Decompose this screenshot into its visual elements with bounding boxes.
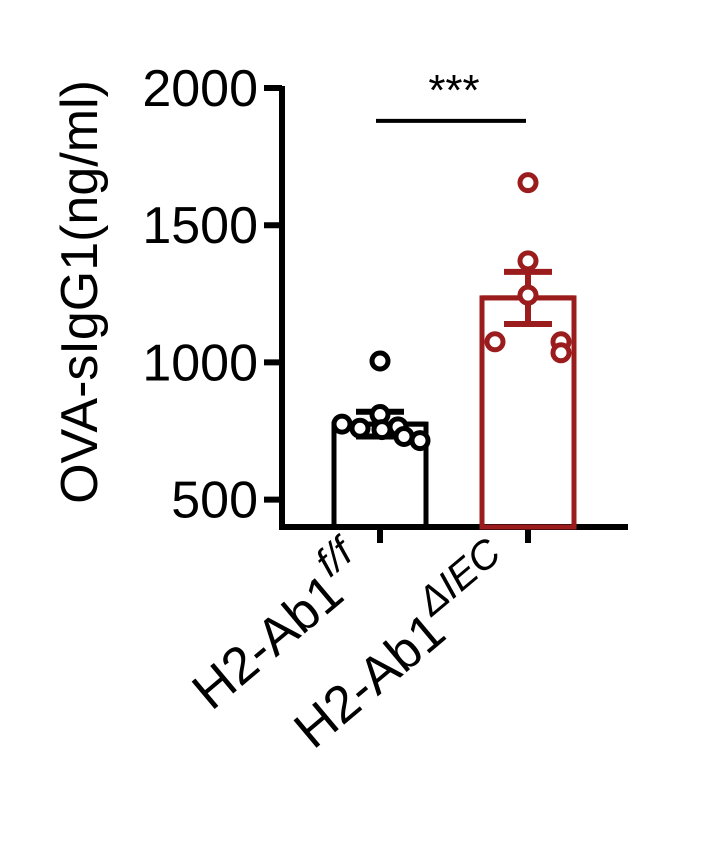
data-point xyxy=(550,342,572,364)
y-tick-label: 500 xyxy=(171,472,258,530)
data-point xyxy=(369,350,391,372)
data-point xyxy=(331,413,353,435)
significance-annotation: *** xyxy=(376,66,526,123)
data-point xyxy=(517,250,539,272)
data-point xyxy=(371,419,393,441)
data-point xyxy=(517,284,539,306)
data-point xyxy=(517,172,539,194)
significance-label: *** xyxy=(428,66,479,115)
x-tick-labels: H2-Ab1f/fH2-Ab1ΔIEC xyxy=(182,528,528,760)
y-tick-label: 1500 xyxy=(142,197,258,255)
data-point xyxy=(349,417,371,439)
data-point xyxy=(393,425,415,447)
y-axis: 500 1000 1500 2000 xyxy=(142,60,285,530)
y-tick-label: 1000 xyxy=(142,334,258,392)
y-axis-label: OVA-sIgG1(ng/ml) xyxy=(51,80,109,504)
data-points xyxy=(331,172,572,452)
x-tick-label: H2-Ab1ΔIEC xyxy=(274,530,528,760)
data-point xyxy=(409,430,431,452)
data-point xyxy=(484,331,506,353)
y-tick-label: 2000 xyxy=(142,60,258,118)
